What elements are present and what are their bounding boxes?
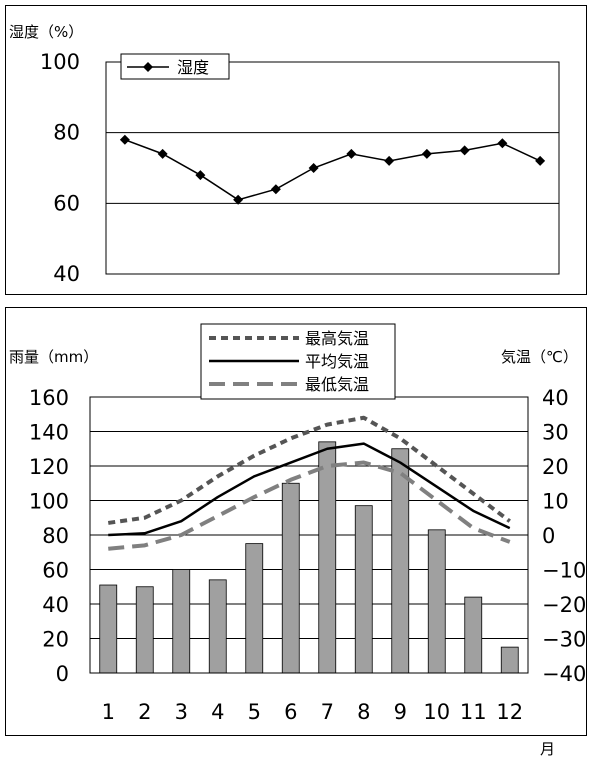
x-tick-label: 6 bbox=[284, 700, 297, 724]
x-tick-label: 3 bbox=[175, 700, 188, 724]
rainfall-bar bbox=[281, 482, 300, 674]
y-tick-label: 40 bbox=[53, 262, 80, 286]
humidity-point bbox=[308, 163, 319, 173]
rainfall-bar bbox=[318, 441, 337, 674]
x-tick-label: 10 bbox=[423, 700, 450, 724]
avg-temp-line bbox=[108, 442, 511, 537]
plot-area-border bbox=[105, 61, 560, 275]
y2-tick-label: −20 bbox=[542, 593, 586, 617]
y-tick-label: 160 bbox=[29, 386, 69, 410]
y2-tick-label: −10 bbox=[542, 559, 586, 583]
y2-tick-label: 0 bbox=[542, 524, 555, 548]
y2-tick-label: 20 bbox=[542, 455, 569, 479]
humidity-point bbox=[157, 148, 168, 159]
y-tick-label: 100 bbox=[29, 490, 69, 514]
x-tick-label: 11 bbox=[460, 700, 487, 724]
x-tick-label: 2 bbox=[138, 700, 151, 724]
rainfall-bar bbox=[99, 584, 118, 674]
max-temp-line bbox=[107, 415, 511, 525]
humidity-point bbox=[195, 170, 206, 181]
humidity-line bbox=[124, 139, 541, 201]
rainfall-bar bbox=[464, 596, 483, 674]
y-tick-label: 60 bbox=[53, 191, 80, 215]
min-temp-line bbox=[108, 460, 511, 551]
y2-tick-label: 30 bbox=[542, 421, 569, 445]
y-tick-label: 40 bbox=[42, 593, 69, 617]
temp-axis-title: 気温（℃） bbox=[501, 348, 578, 366]
humidity-point bbox=[459, 145, 470, 156]
x-tick-label: 9 bbox=[394, 700, 407, 724]
y2-tick-label: −30 bbox=[542, 628, 586, 652]
legend-min-temp-label: 最低気温 bbox=[305, 375, 369, 394]
rainfall-bar bbox=[354, 505, 373, 674]
x-tick-label: 4 bbox=[211, 700, 224, 724]
y-tick-label: 100 bbox=[40, 50, 80, 74]
climate-chart: 雨量（mm） 気温（℃） 160140120100806040200403020… bbox=[9, 323, 586, 724]
x-tick-label: 7 bbox=[321, 700, 334, 724]
y-tick-label: 0 bbox=[56, 662, 69, 686]
x-tick-label: 12 bbox=[496, 700, 523, 724]
y-tick-label: 60 bbox=[42, 559, 69, 583]
y2-tick-label: 10 bbox=[542, 490, 569, 514]
humidity-point bbox=[421, 148, 432, 159]
legend-marker-humidity bbox=[143, 62, 153, 72]
y-tick-label: 80 bbox=[53, 121, 80, 145]
legend-max-temp-label: 最高気温 bbox=[305, 329, 369, 348]
humidity-point bbox=[119, 134, 130, 145]
humidity-point bbox=[233, 194, 244, 205]
legend-label-humidity: 湿度 bbox=[177, 58, 209, 77]
legend-avg-temp-label: 平均気温 bbox=[305, 352, 369, 371]
y-tick-label: 20 bbox=[42, 628, 69, 652]
y-tick-label: 120 bbox=[29, 455, 69, 479]
month-unit-label: 月 bbox=[540, 740, 556, 758]
humidity-chart-panel: 湿度（%） 100 80 60 40 湿度 bbox=[5, 5, 587, 295]
rain-axis-title: 雨量（mm） bbox=[9, 348, 98, 366]
rainfall-bar bbox=[500, 646, 519, 674]
y2-tick-label: 40 bbox=[542, 386, 569, 410]
rainfall-bar bbox=[172, 569, 191, 674]
rainfall-bar bbox=[135, 586, 154, 674]
y-tick-label: 140 bbox=[29, 421, 69, 445]
humidity-axis-title: 湿度（%） bbox=[9, 23, 83, 41]
rainfall-bar bbox=[208, 579, 227, 674]
x-tick-label: 5 bbox=[248, 700, 261, 724]
humidity-point bbox=[497, 138, 508, 149]
humidity-point bbox=[270, 184, 281, 195]
humidity-chart: 湿度（%） 100 80 60 40 湿度 bbox=[9, 23, 560, 286]
y-tick-label: 80 bbox=[42, 524, 69, 548]
humidity-point bbox=[384, 155, 395, 166]
climate-chart-panel: 雨量（mm） 気温（℃） 160 140 120 100 80 60 40 20 0 40 30 20… bbox=[5, 307, 587, 736]
rainfall-bar bbox=[391, 448, 410, 674]
x-tick-label: 1 bbox=[102, 700, 115, 724]
y2-tick-label: −40 bbox=[542, 662, 586, 686]
x-tick-label: 8 bbox=[357, 700, 370, 724]
humidity-point bbox=[535, 155, 546, 166]
rainfall-bar bbox=[427, 529, 446, 674]
rainfall-bar bbox=[245, 543, 264, 674]
humidity-point bbox=[346, 148, 357, 159]
